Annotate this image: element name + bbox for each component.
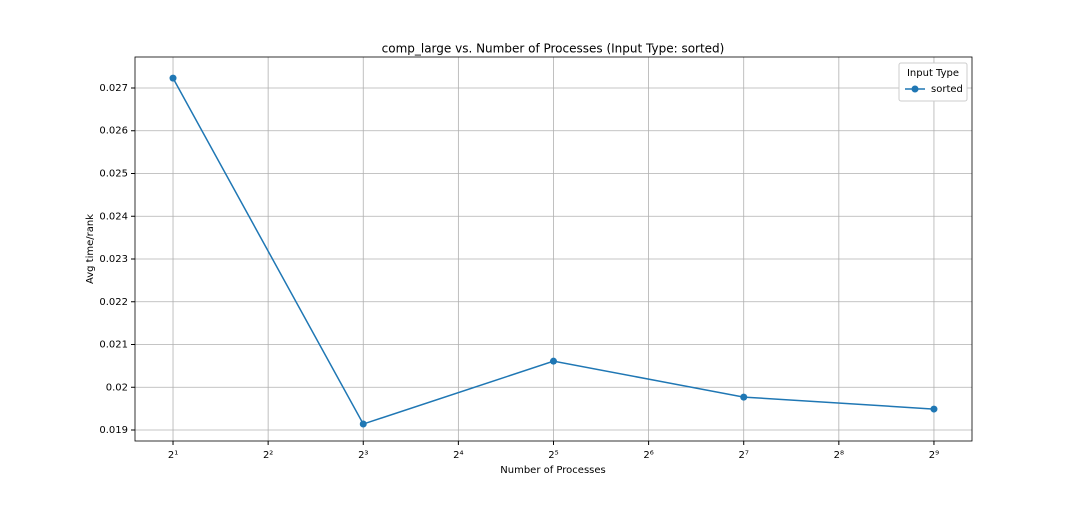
legend-label: sorted [931,84,963,95]
legend-title: Input Type [907,68,959,79]
point [930,405,938,413]
y-tick-label: 0.024 [99,211,128,222]
y-tick-label: 0.023 [99,254,128,265]
x-tick-label: 2⁹ [929,450,939,461]
plot-frame [134,56,973,442]
point [549,357,557,365]
point [740,393,748,401]
x-tick-label: 2⁷ [739,450,749,461]
x-axis-label: Number of Processes [500,465,605,476]
x-tick-label: 2⁸ [834,450,844,461]
x-tick-label: 2⁶ [643,450,653,461]
y-tick-label: 0.026 [99,126,128,137]
y-tick-label: 0.02 [106,382,128,393]
y-tick-label: 0.027 [99,83,128,94]
x-tick-label: 2³ [358,450,368,461]
y-tick-label: 0.021 [99,340,128,351]
x-tick-label: 2¹ [168,450,178,461]
point [169,74,177,82]
chart-title: comp_large vs. Number of Processes (Inpu… [382,42,725,56]
y-tick-label: 0.022 [99,297,128,308]
y-axis-label: Avg time/rank [85,214,96,284]
y-tick-label: 0.019 [99,425,128,436]
x-tick-label: 2⁵ [548,450,558,461]
point [359,420,367,428]
y-tick-label: 0.025 [99,168,128,179]
x-tick-label: 2⁴ [453,450,463,461]
legend-marker [911,85,919,93]
x-tick-label: 2² [263,450,273,461]
